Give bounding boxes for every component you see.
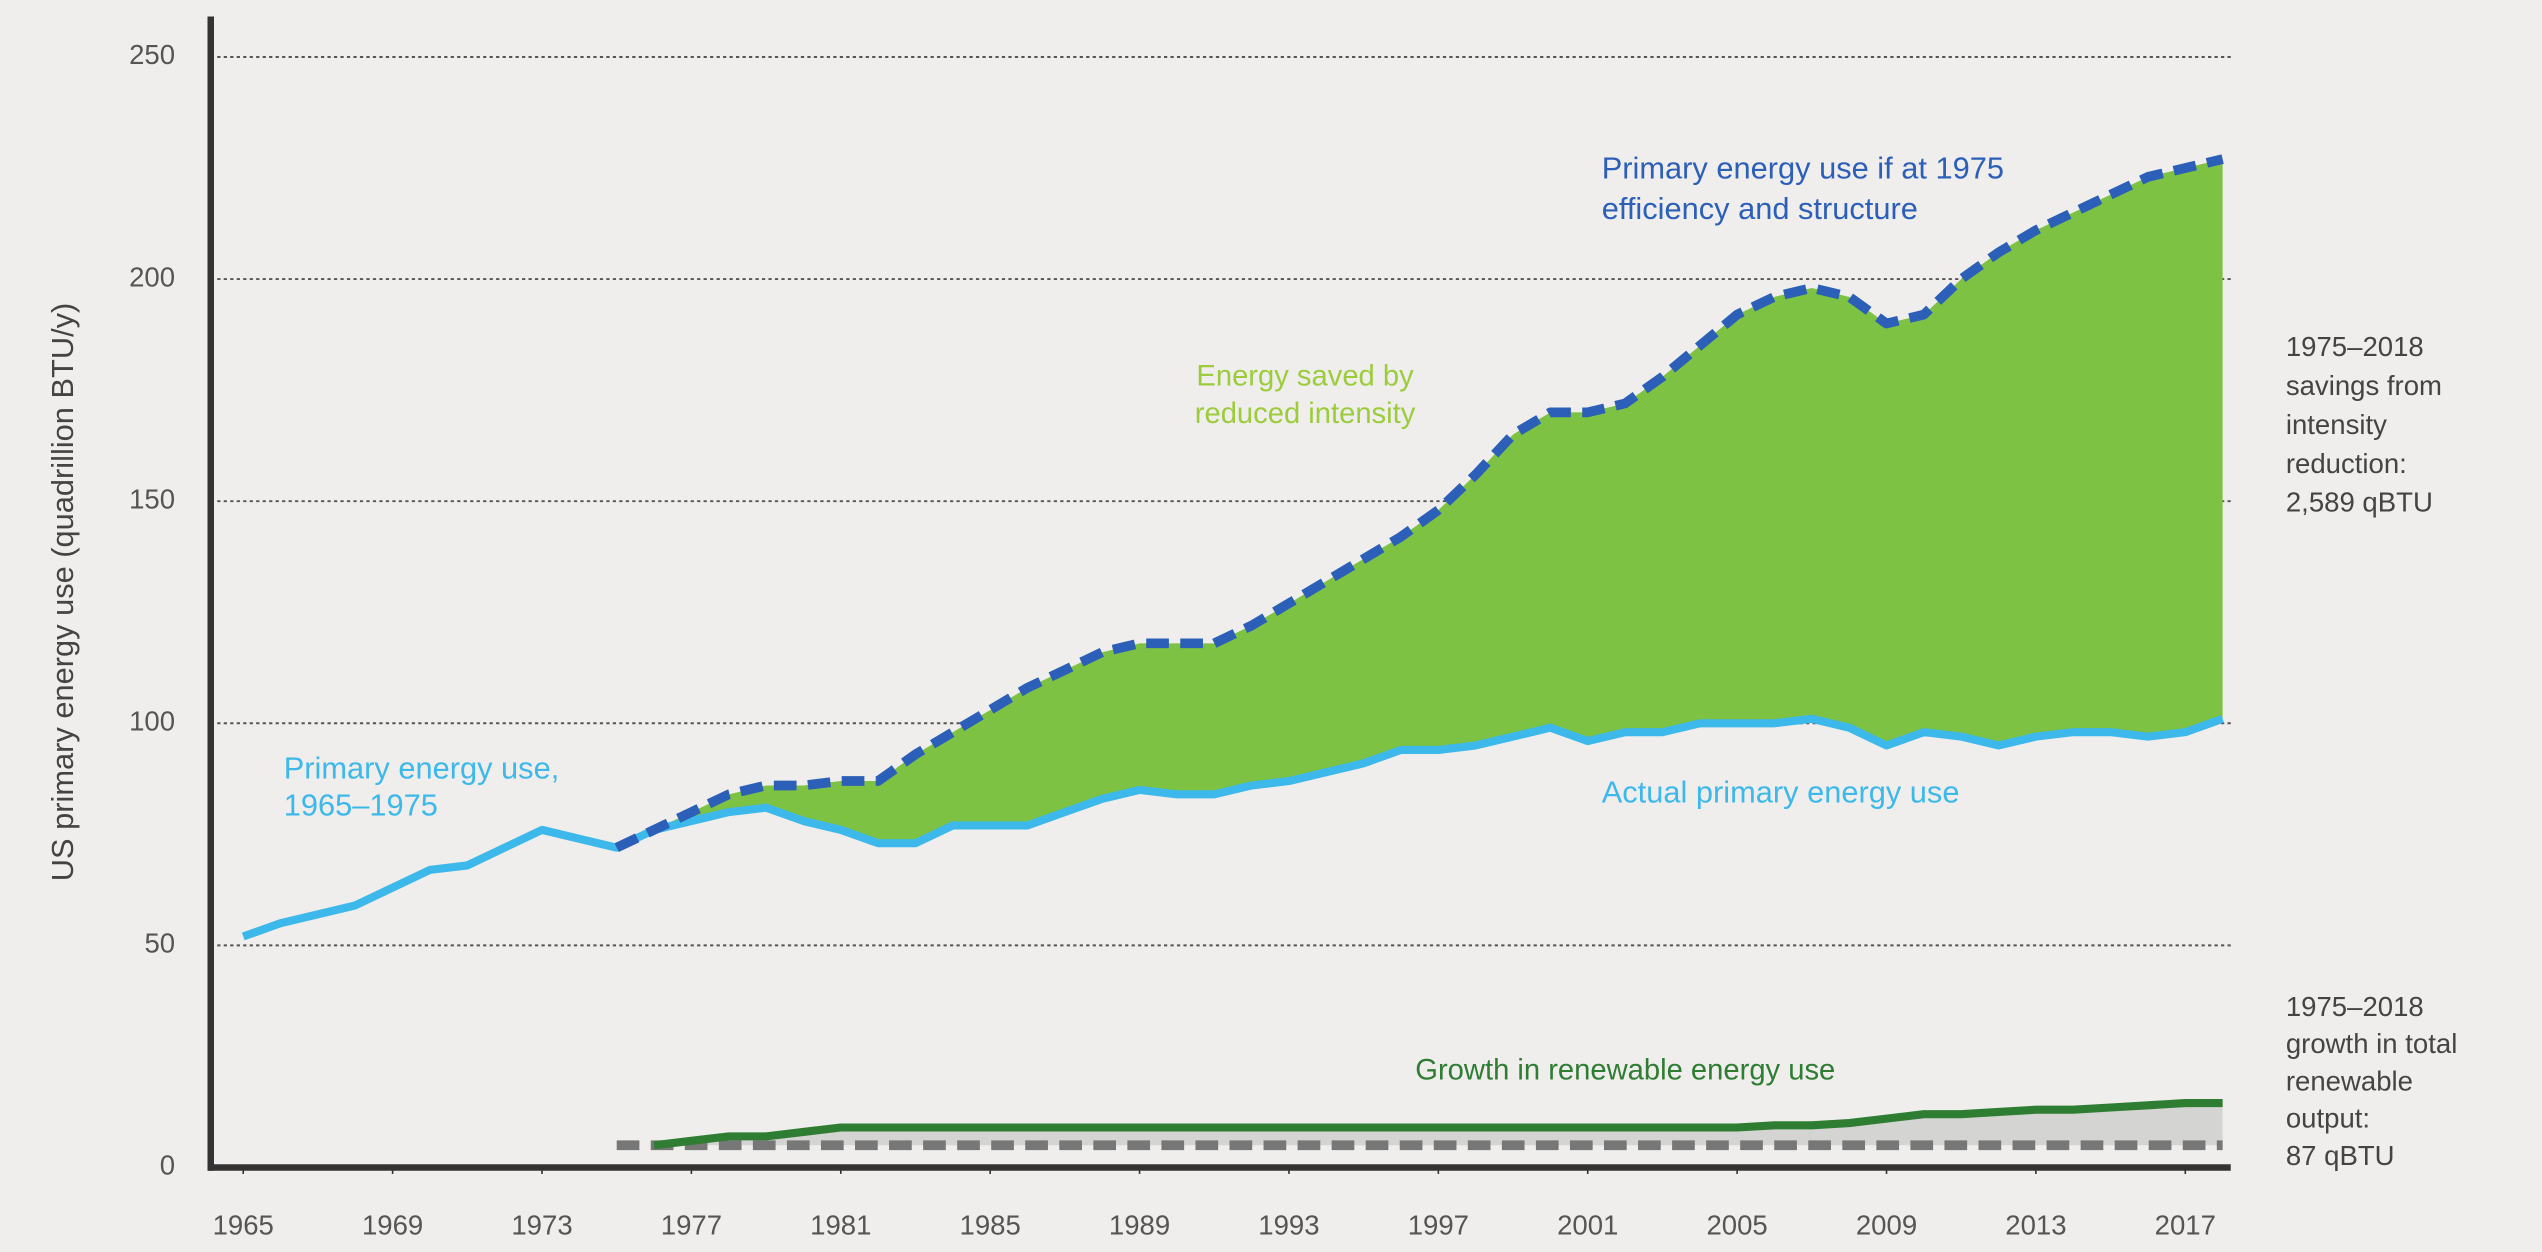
annotation: 1975–2018 [2286, 991, 2424, 1022]
x-tick-label: 1965 [213, 1210, 274, 1241]
x-tick-label: 2017 [2155, 1210, 2216, 1241]
x-tick-label: 1973 [511, 1210, 572, 1241]
annotation: growth in total [2286, 1028, 2458, 1059]
y-tick-label: 150 [129, 483, 175, 514]
x-tick-label: 1997 [1408, 1210, 1469, 1241]
series-line [241, 714, 2224, 941]
area-between [616, 159, 2223, 848]
x-tick-label: 2013 [2005, 1210, 2066, 1241]
series-line [614, 154, 2224, 853]
x-tick-label: 2005 [1706, 1210, 1767, 1241]
annotation: Energy saved by [1196, 361, 1414, 393]
x-tick-label: 2001 [1557, 1210, 1618, 1241]
y-tick-label: 200 [129, 261, 175, 292]
x-tick-label: 1989 [1109, 1210, 1170, 1241]
annotation: Primary energy use, [284, 750, 560, 785]
x-tick-label: 1977 [661, 1210, 722, 1241]
area-between [654, 1103, 2223, 1146]
annotation: 1965–1975 [284, 788, 438, 823]
annotation: efficiency and structure [1602, 191, 1918, 226]
annotation: Growth in renewable energy use [1415, 1055, 1835, 1087]
y-tick-label: 250 [129, 39, 175, 70]
annotation: 87 qBTU [2286, 1140, 2395, 1171]
y-tick-label: 50 [144, 928, 175, 959]
x-tick-label: 1985 [960, 1210, 1021, 1241]
annotation: Primary energy use if at 1975 [1602, 151, 2004, 186]
annotation: 1975–2018 [2286, 331, 2424, 362]
annotation: Actual primary energy use [1602, 775, 1960, 810]
x-tick-label: 1993 [1258, 1210, 1319, 1241]
y-tick-label: 0 [160, 1150, 175, 1181]
annotation: reduction: [2286, 448, 2407, 479]
series-line [653, 1099, 2223, 1150]
x-tick-label: 1981 [810, 1210, 871, 1241]
annotation: output: [2286, 1103, 2370, 1134]
annotation: renewable [2286, 1065, 2413, 1096]
x-tick-label: 2009 [1856, 1210, 1917, 1241]
y-tick-label: 100 [129, 706, 175, 737]
annotation: savings from [2286, 370, 2442, 401]
annotation: 2,589 qBTU [2286, 487, 2433, 518]
x-tick-label: 1969 [362, 1210, 423, 1241]
annotation: intensity [2286, 409, 2387, 440]
annotation: reduced intensity [1195, 398, 1416, 430]
y-axis-label: US primary energy use (quadrillion BTU/y… [45, 303, 80, 882]
